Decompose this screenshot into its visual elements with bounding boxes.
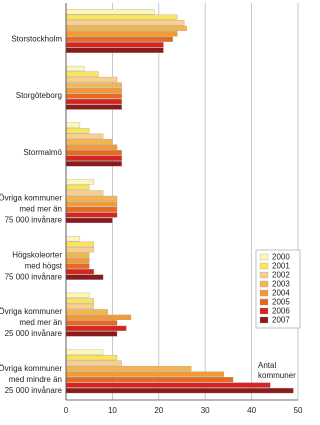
category-label: med mer än (19, 318, 62, 327)
x-tick-label: 50 (294, 406, 303, 415)
legend-label: 2003 (272, 280, 290, 289)
bar (65, 365, 192, 372)
bar (65, 303, 94, 309)
bar (65, 292, 90, 298)
bar (65, 382, 271, 388)
x-tick-label: 30 (201, 406, 210, 415)
x-tick-label: 20 (154, 406, 163, 415)
category-label: Storstockholm (11, 34, 62, 43)
bar (65, 14, 178, 20)
legend-label: 2006 (272, 307, 290, 316)
category-label: 25 000 invånare (5, 386, 63, 395)
bar (65, 325, 127, 331)
legend-swatch (259, 253, 269, 261)
bar (65, 217, 113, 224)
legend-swatch (259, 307, 269, 315)
category-label: Övriga kommuner (0, 194, 62, 203)
bar (65, 354, 118, 361)
legend-label: 2000 (272, 253, 290, 262)
bar (65, 195, 118, 202)
category-label: med högst (25, 261, 63, 270)
legend-label: 2005 (272, 298, 290, 307)
bar (65, 371, 224, 377)
bar (65, 360, 122, 366)
legend-swatch (259, 271, 269, 279)
bar (65, 320, 118, 326)
legend-swatch (259, 289, 269, 297)
bar (65, 263, 90, 269)
bar (65, 236, 81, 242)
legend-label: 2004 (272, 289, 290, 298)
bar (65, 9, 155, 15)
bar (65, 42, 164, 48)
bar (65, 201, 118, 207)
bar (65, 258, 90, 264)
category-label: Stormalmö (23, 148, 62, 157)
legend-swatch (259, 298, 269, 306)
category-label: Storgöteborg (16, 91, 62, 100)
bar (65, 269, 94, 275)
legend-swatch (259, 280, 269, 288)
bar (65, 128, 90, 134)
legend-swatch (259, 262, 269, 270)
bar (65, 206, 118, 213)
bar (65, 387, 294, 394)
category-label: Övriga kommuner (0, 364, 62, 373)
bar (65, 98, 122, 105)
bar (65, 104, 122, 110)
bar (65, 179, 94, 185)
category-label: med mindre än (9, 375, 62, 384)
x-axis-label: Antal (258, 361, 276, 370)
bar (65, 47, 164, 53)
bar (65, 122, 81, 128)
bar (65, 144, 118, 150)
legend-swatch (259, 316, 269, 324)
bar (65, 309, 108, 315)
category-label: 25 000 invånare (5, 329, 63, 338)
bar (65, 331, 118, 337)
bar (65, 139, 113, 145)
bar (65, 155, 122, 161)
bar (65, 93, 122, 99)
bar (65, 349, 104, 355)
bar (65, 247, 94, 253)
x-tick-label: 0 (64, 406, 69, 415)
x-tick-label: 40 (247, 406, 256, 415)
bar (65, 36, 173, 42)
bar (65, 314, 132, 320)
bar (65, 133, 104, 139)
bar (65, 190, 104, 196)
category-label: 75 000 invånare (5, 216, 63, 225)
bar (65, 298, 94, 304)
x-axis-label: kommuner (258, 371, 296, 380)
bar (65, 87, 122, 94)
chart: 0 10 20 30 40 50 Storstockholm Storgöteborg Stor… (0, 3, 303, 415)
category-label: Övriga kommuner (0, 307, 62, 316)
bar (65, 274, 104, 280)
category-label: 75 000 invånare (5, 272, 63, 281)
legend-label: 2001 (272, 262, 290, 271)
x-tick-label: 10 (108, 406, 117, 415)
bar (65, 241, 94, 247)
bar (65, 71, 99, 77)
bar (65, 150, 122, 156)
bar (65, 376, 234, 383)
category-label: Högskoleorter (12, 250, 62, 259)
bar (65, 184, 90, 191)
bar (65, 212, 118, 218)
bar (65, 76, 118, 83)
legend-label: 2002 (272, 271, 290, 280)
bar (65, 31, 178, 37)
bar (65, 65, 85, 72)
bar (65, 161, 122, 167)
legend-label: 2007 (272, 316, 290, 325)
bar (65, 20, 185, 26)
category-label: med mer än (19, 205, 62, 214)
legend-box (255, 249, 301, 329)
bar (65, 252, 90, 258)
bar (65, 25, 187, 31)
bar (65, 82, 122, 88)
